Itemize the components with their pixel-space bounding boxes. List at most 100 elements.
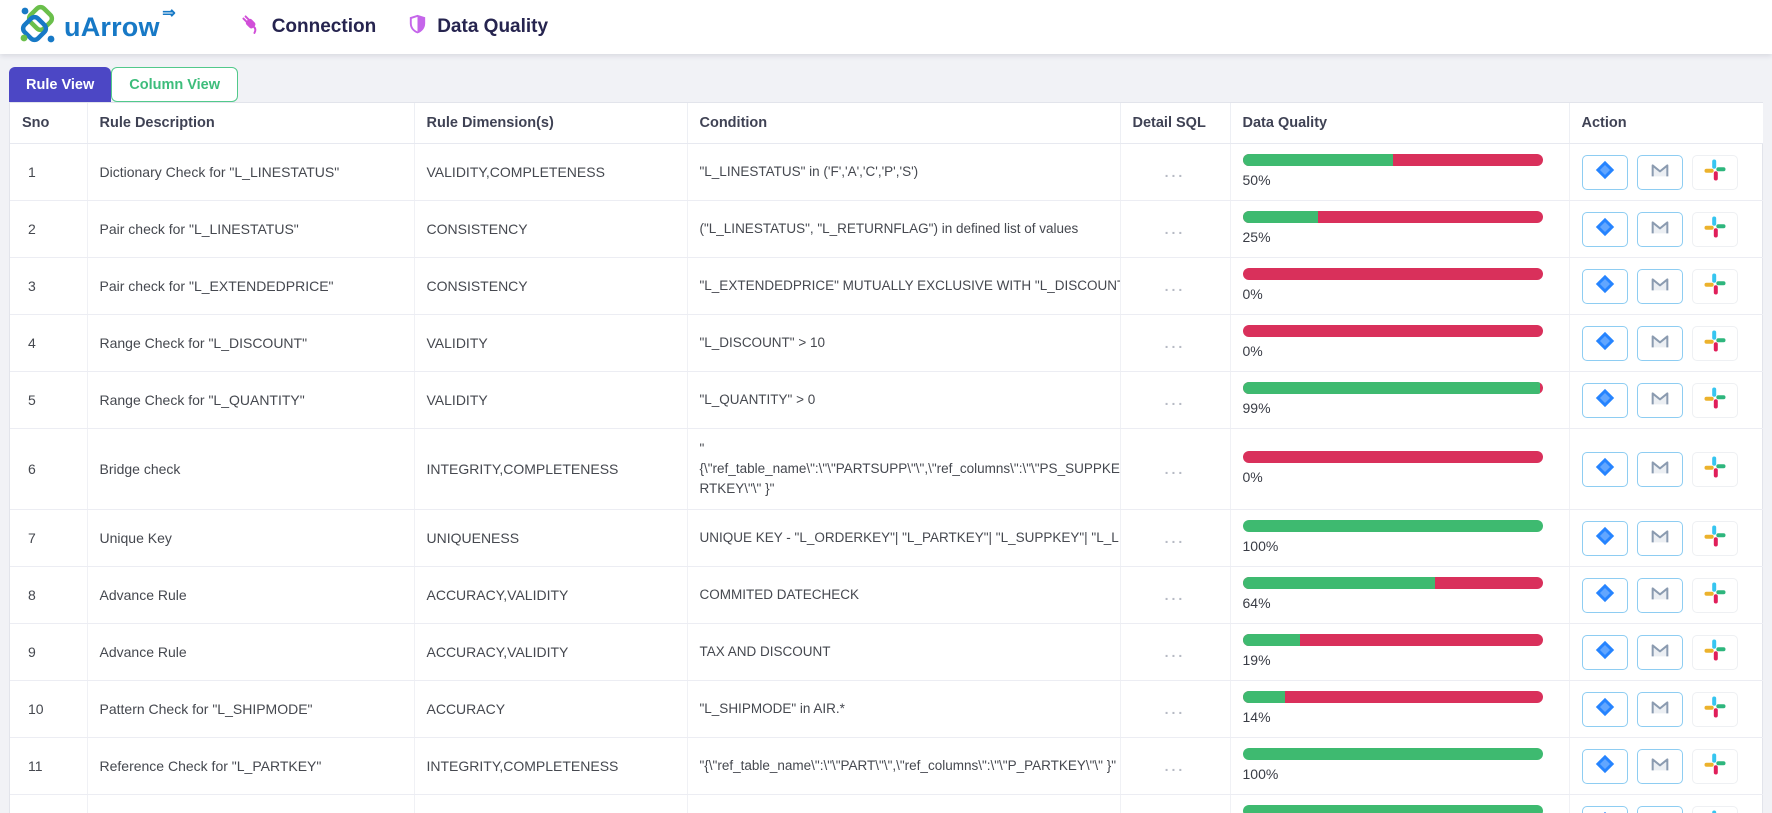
- gmail-action-button[interactable]: [1636, 805, 1683, 813]
- gmail-action-button[interactable]: [1636, 382, 1683, 418]
- sno-cell: 6: [10, 428, 88, 510]
- rule-description-cell: Bridge check: [87, 428, 415, 510]
- jira-action-button[interactable]: [1581, 520, 1628, 556]
- condition-cell: "{\"ref_table_name\":\"\"PART\"\",\"ref_…: [687, 737, 1121, 795]
- action-cell: [1569, 200, 1763, 258]
- jira-action-button[interactable]: [1581, 451, 1628, 487]
- data-quality-cell: 50%: [1230, 143, 1570, 201]
- slack-action-button[interactable]: [1691, 805, 1738, 813]
- column-header-condition: Condition: [687, 103, 1121, 144]
- jira-action-button[interactable]: [1581, 211, 1628, 247]
- data-quality-bar: [1242, 325, 1543, 337]
- table-header-row: Sno Rule Description Rule Dimension(s) C…: [10, 103, 1763, 144]
- jira-action-button[interactable]: [1581, 577, 1628, 613]
- gmail-action-button[interactable]: [1636, 154, 1683, 190]
- data-quality-bar-green: [1242, 382, 1540, 394]
- column-header-detail-sql: Detail SQL: [1120, 103, 1231, 144]
- gmail-icon: [1648, 639, 1672, 666]
- slack-action-button[interactable]: [1691, 577, 1738, 613]
- tab-rule-view[interactable]: Rule View: [9, 67, 112, 102]
- gmail-action-button[interactable]: [1636, 748, 1683, 784]
- app-logo[interactable]: uArrow ⇒: [16, 3, 176, 52]
- data-quality-bar-green: [1242, 577, 1435, 589]
- detail-sql-ellipsis-button[interactable]: ...: [1164, 221, 1186, 237]
- gmail-action-button[interactable]: [1636, 451, 1683, 487]
- slack-action-button[interactable]: [1691, 451, 1738, 487]
- jira-icon: [1594, 753, 1616, 780]
- column-header-action: Action: [1569, 103, 1763, 144]
- condition-cell: "{\"ref_table_name\":\"\"SUPPLIER\"\",\"…: [687, 794, 1121, 813]
- data-quality-percent: 19%: [1242, 652, 1271, 668]
- slack-action-button[interactable]: [1691, 748, 1738, 784]
- gmail-action-button[interactable]: [1636, 634, 1683, 670]
- gmail-action-button[interactable]: [1636, 325, 1683, 361]
- condition-cell: " {\"ref_table_name\":\"\"PARTSUPP\"\",\…: [687, 428, 1121, 510]
- slack-action-button[interactable]: [1691, 382, 1738, 418]
- jira-action-button[interactable]: [1581, 382, 1628, 418]
- gmail-icon: [1648, 810, 1672, 813]
- gmail-icon: [1648, 696, 1672, 723]
- nav-item-connection[interactable]: Connection: [238, 11, 376, 43]
- slack-action-button[interactable]: [1691, 691, 1738, 727]
- detail-sql-ellipsis-button[interactable]: ...: [1164, 701, 1186, 717]
- nav-item-data-quality[interactable]: Data Quality: [406, 12, 548, 42]
- data-quality-bar-green: [1242, 691, 1285, 703]
- rule-description-cell: Reference Check for "L_SUPPKEY": [87, 794, 415, 813]
- gmail-action-button[interactable]: [1636, 577, 1683, 613]
- detail-sql-ellipsis-button[interactable]: ...: [1164, 164, 1186, 180]
- data-quality-cell: 0%: [1230, 257, 1570, 315]
- detail-sql-ellipsis-button[interactable]: ...: [1164, 278, 1186, 294]
- slack-action-button[interactable]: [1691, 634, 1738, 670]
- jira-action-button[interactable]: [1581, 325, 1628, 361]
- condition-cell: "L_QUANTITY" > 0: [687, 371, 1121, 429]
- sno-cell: 3: [10, 257, 88, 315]
- slack-icon: [1703, 455, 1727, 484]
- slack-action-button[interactable]: [1691, 520, 1738, 556]
- logo-mark-icon: [16, 3, 60, 52]
- table-row: 1 Dictionary Check for "L_LINESTATUS" VA…: [10, 143, 1763, 201]
- jira-action-button[interactable]: [1581, 634, 1628, 670]
- data-quality-percent: 0%: [1242, 343, 1263, 359]
- jira-action-button[interactable]: [1581, 154, 1628, 190]
- gmail-action-button[interactable]: [1636, 520, 1683, 556]
- data-quality-cell: 99%: [1230, 371, 1570, 429]
- condition-cell: TAX AND DISCOUNT: [687, 623, 1121, 681]
- column-header-data-quality: Data Quality: [1230, 103, 1570, 144]
- detail-sql-ellipsis-button[interactable]: ...: [1164, 461, 1186, 477]
- action-cell: [1569, 566, 1763, 624]
- action-cell: [1569, 428, 1763, 510]
- detail-sql-cell: ...: [1120, 371, 1231, 429]
- detail-sql-cell: ...: [1120, 794, 1231, 813]
- jira-action-button[interactable]: [1581, 268, 1628, 304]
- tab-column-view[interactable]: Column View: [111, 67, 239, 102]
- slack-action-button[interactable]: [1691, 211, 1738, 247]
- detail-sql-ellipsis-button[interactable]: ...: [1164, 335, 1186, 351]
- data-quality-percent: 99%: [1242, 400, 1271, 416]
- gmail-icon: [1648, 273, 1672, 300]
- gmail-action-button[interactable]: [1636, 691, 1683, 727]
- rules-table-body: 1 Dictionary Check for "L_LINESTATUS" VA…: [10, 143, 1763, 813]
- gmail-action-button[interactable]: [1636, 268, 1683, 304]
- data-quality-bar: [1242, 577, 1543, 589]
- detail-sql-ellipsis-button[interactable]: ...: [1164, 587, 1186, 603]
- slack-icon: [1703, 581, 1727, 610]
- data-quality-bar: [1242, 691, 1543, 703]
- detail-sql-ellipsis-button[interactable]: ...: [1164, 644, 1186, 660]
- jira-action-button[interactable]: [1581, 691, 1628, 727]
- data-quality-bar: [1242, 451, 1543, 463]
- slack-action-button[interactable]: [1691, 268, 1738, 304]
- data-quality-bar-green: [1242, 634, 1300, 646]
- jira-action-button[interactable]: [1581, 748, 1628, 784]
- jira-icon: [1594, 159, 1616, 186]
- data-quality-bar: [1242, 211, 1543, 223]
- sno-cell: 5: [10, 371, 88, 429]
- slack-action-button[interactable]: [1691, 325, 1738, 361]
- slack-action-button[interactable]: [1691, 154, 1738, 190]
- detail-sql-ellipsis-button[interactable]: ...: [1164, 392, 1186, 408]
- rule-dimensions-cell: INTEGRITY,COMPLETENESS: [414, 794, 688, 813]
- detail-sql-ellipsis-button[interactable]: ...: [1164, 530, 1186, 546]
- gmail-action-button[interactable]: [1636, 211, 1683, 247]
- detail-sql-ellipsis-button[interactable]: ...: [1164, 758, 1186, 774]
- rule-dimensions-cell: CONSISTENCY: [414, 200, 688, 258]
- jira-action-button[interactable]: [1581, 805, 1628, 813]
